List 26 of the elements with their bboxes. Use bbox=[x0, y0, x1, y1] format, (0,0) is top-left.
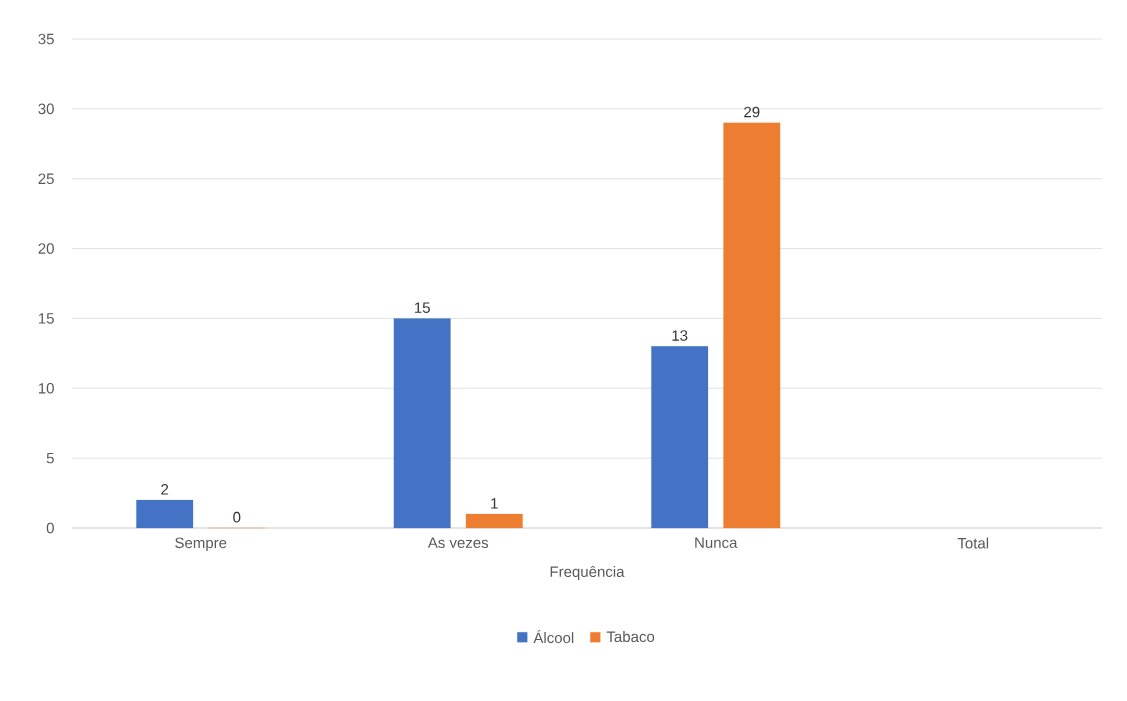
x-axis-title: Frequência bbox=[550, 565, 625, 580]
y-tick-label: 20 bbox=[38, 243, 54, 254]
data-label: 29 bbox=[744, 106, 760, 118]
y-tick-label: 35 bbox=[38, 33, 54, 45]
y-tick-label: 0 bbox=[46, 522, 54, 534]
data-label: 2 bbox=[161, 484, 169, 495]
bar bbox=[136, 499, 194, 529]
bar bbox=[723, 122, 781, 529]
bar bbox=[393, 318, 451, 529]
data-label: 0 bbox=[233, 511, 241, 523]
bar bbox=[651, 346, 709, 529]
y-tick-label: 10 bbox=[38, 382, 54, 394]
legend-label: Álcool bbox=[533, 629, 574, 644]
data-label: 15 bbox=[414, 302, 430, 313]
data-label: 1 bbox=[491, 498, 498, 509]
y-tick-label: 15 bbox=[38, 313, 54, 324]
y-tick-label: 5 bbox=[46, 452, 54, 464]
bar bbox=[465, 513, 523, 529]
x-tick-label: Total bbox=[957, 537, 989, 549]
legend-label: Tabaco bbox=[606, 631, 655, 643]
x-tick-label: Sempre bbox=[175, 537, 227, 552]
y-tick-label: 30 bbox=[38, 103, 54, 115]
data-label: 13 bbox=[672, 330, 688, 341]
x-tick-label: As vezes bbox=[427, 537, 489, 548]
x-tick-label: Nunca bbox=[695, 537, 738, 548]
y-tick-label: 25 bbox=[38, 173, 54, 185]
